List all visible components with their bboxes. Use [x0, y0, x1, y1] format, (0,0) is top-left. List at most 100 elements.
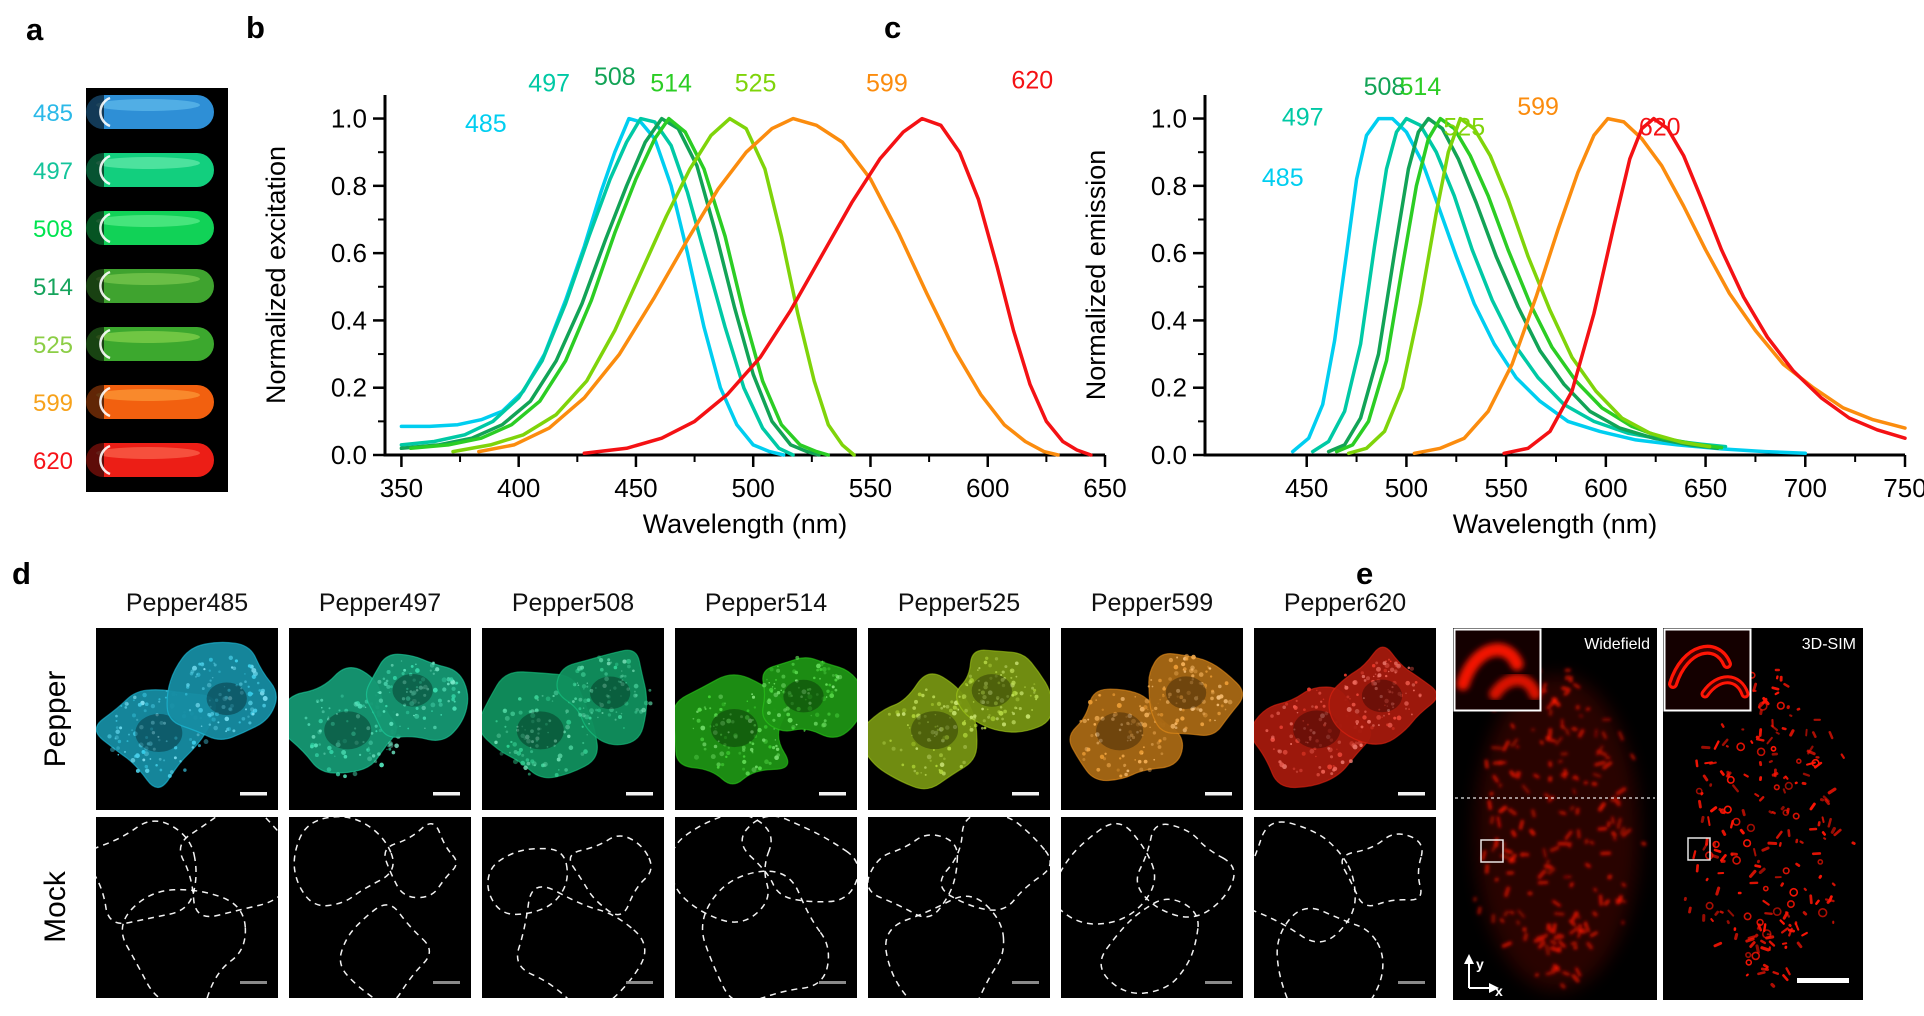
mito-segment: [1766, 736, 1773, 745]
cell-speckle: [524, 734, 530, 740]
x-axis-arrowhead: [1489, 983, 1499, 993]
cell-speckle: [1006, 694, 1010, 698]
cell-speckle: [1183, 670, 1187, 673]
mito-segment: [1778, 842, 1782, 847]
cell-speckle: [1327, 747, 1330, 750]
tube-cap-shadow-525: [86, 327, 104, 361]
cell-speckle: [901, 712, 906, 716]
mito-segment: [1755, 735, 1760, 739]
cell-speckle: [987, 715, 991, 719]
cell-speckle: [143, 709, 147, 713]
mito-segment: [1542, 689, 1548, 693]
mito-segment: [1594, 728, 1598, 738]
cell-speckle: [399, 725, 401, 728]
mito-segment: [1614, 898, 1627, 904]
cell-speckle: [1031, 686, 1035, 690]
cell-speckle: [1393, 716, 1397, 720]
cell-speckle: [999, 698, 1005, 703]
cell-speckle: [1127, 713, 1133, 719]
cell-speckle: [722, 717, 725, 720]
mito-segment: [1754, 864, 1762, 868]
cell-speckle: [703, 706, 707, 709]
cell-speckle: [590, 711, 593, 715]
cell-speckle: [918, 731, 922, 735]
cell-speckle: [1337, 740, 1342, 744]
cell-speckle: [402, 680, 407, 685]
cell-speckle: [604, 676, 609, 682]
cell-speckle: [1082, 757, 1086, 762]
series-599-curve: [477, 116, 1060, 457]
cell-speckle: [577, 684, 580, 687]
cell-speckle: [201, 687, 205, 691]
cell-speckle: [620, 712, 623, 715]
mito-segment: [1527, 891, 1533, 896]
cell-speckle: [742, 755, 746, 758]
mito-segment: [1542, 848, 1547, 858]
scale-bar: [1012, 981, 1039, 984]
cell-speckle: [1309, 738, 1312, 741]
cell-speckle: [1099, 754, 1105, 759]
mito-segment: [1688, 906, 1692, 914]
cell-speckle: [727, 746, 730, 749]
cell-speckle: [326, 767, 332, 772]
cell-speckle: [378, 698, 384, 703]
cell-speckle: [194, 675, 198, 678]
cell-speckle: [577, 665, 583, 671]
cell-speckle: [408, 672, 413, 677]
cell-speckle: [133, 699, 135, 702]
mito-segment: [1795, 862, 1801, 867]
mito-segment: [1701, 745, 1711, 750]
cell-speckle: [972, 701, 975, 703]
series-485-curve: [399, 116, 786, 457]
cell-speckle: [197, 744, 201, 748]
mito-segment: [1815, 756, 1820, 759]
cell-speckle: [934, 713, 937, 716]
cell-speckle: [1384, 704, 1386, 707]
cell-speckle: [1318, 743, 1323, 747]
cell-speckle: [1308, 735, 1312, 740]
cell-outline: [955, 649, 1050, 733]
cell-speckle: [403, 703, 407, 707]
mock-micrograph-Pepper514: [675, 817, 857, 998]
cell-speckle: [950, 700, 954, 704]
cell-speckle: [116, 746, 120, 750]
mito-segment: [1545, 735, 1551, 740]
cell-speckle: [808, 687, 812, 691]
mock-micrograph-Pepper508: [482, 817, 664, 998]
cell-speckle: [327, 716, 330, 719]
widefield-micrograph: yx: [1453, 628, 1657, 1000]
cell-speckle: [120, 704, 123, 707]
cell-speckle: [238, 721, 241, 724]
cell-speckle: [417, 701, 420, 704]
y-tick-label: 0.4: [1151, 305, 1187, 335]
mito-segment: [1784, 945, 1788, 949]
cell-speckle: [495, 720, 498, 723]
cell-speckle: [783, 708, 787, 712]
cell-speckle: [767, 698, 771, 701]
mito-segment: [1827, 787, 1837, 795]
x-tick-label: 500: [1385, 473, 1428, 503]
cell-speckle: [1394, 671, 1397, 674]
cell-nucleus: [392, 673, 433, 707]
cell-speckle: [1405, 692, 1407, 695]
cell-speckle: [1153, 758, 1156, 761]
cell-speckle: [196, 733, 200, 737]
cell-speckle: [968, 674, 973, 678]
scale-bar: [1398, 981, 1425, 984]
cell-speckle: [1279, 725, 1283, 730]
cell-speckle: [142, 692, 147, 698]
cell-nucleus: [324, 711, 372, 750]
cell-speckle: [323, 752, 326, 755]
cell-speckle: [1337, 752, 1343, 758]
cell-speckle: [410, 664, 414, 668]
cell-speckle: [1126, 721, 1130, 725]
cell-speckle: [1147, 767, 1152, 772]
tube-cap-shadow-514: [86, 269, 104, 303]
mock-cell-outline: [1254, 821, 1356, 943]
cell-speckle: [985, 656, 989, 660]
cell-speckle: [213, 663, 217, 667]
cell-speckle: [940, 727, 945, 731]
cell-speckle: [609, 707, 614, 713]
mito-ring: [1705, 901, 1714, 910]
cell-speckle: [388, 741, 393, 746]
